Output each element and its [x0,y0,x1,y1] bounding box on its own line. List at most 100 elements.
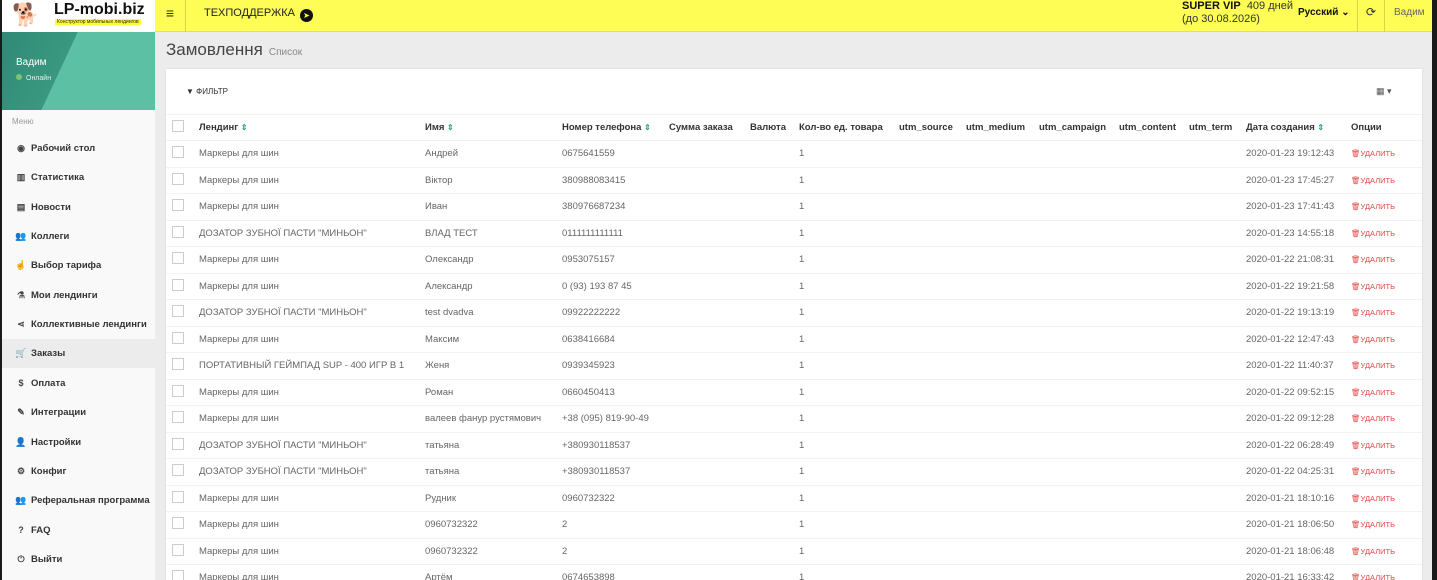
sidebar-item-10[interactable]: ✎ Интеграции [2,398,155,427]
delete-button[interactable]: 🗑УДАЛИТЬ [1351,361,1395,370]
delete-button[interactable]: 🗑УДАЛИТЬ [1351,414,1395,423]
table-cell [1189,246,1246,274]
column-header[interactable]: Имя ⇕ [425,114,562,141]
row-checkbox-cell [166,326,199,353]
delete-label: УДАЛИТЬ [1360,546,1396,556]
column-selector-button[interactable]: ▦ ▾ [1376,86,1392,96]
table-row: Маркеры для шин Роман 0660450413 1 2020-01-2… [166,379,1422,406]
row-checkbox[interactable] [172,570,184,580]
delete-button[interactable]: 🗑УДАЛИТЬ [1351,441,1395,450]
column-header[interactable]: Лендинг ⇕ [199,114,425,141]
delete-button[interactable]: 🗑УДАЛИТЬ [1351,149,1395,158]
page-title-text: Замовлення [166,40,263,59]
delete-button[interactable]: 🗑УДАЛИТЬ [1351,255,1395,264]
delete-button[interactable]: 🗑УДАЛИТЬ [1351,202,1395,211]
row-checkbox[interactable] [172,252,184,265]
sidebar-item-5[interactable]: ☝ Выбор тарифа [2,251,155,280]
row-checkbox[interactable] [172,199,184,212]
delete-button[interactable]: 🗑УДАЛИТЬ [1351,308,1395,317]
refresh-icon[interactable]: ⟳ [1357,0,1385,32]
sidebar-item-2[interactable]: ▥ Статистика [2,163,155,192]
delete-button[interactable]: 🗑УДАЛИТЬ [1351,335,1395,344]
row-checkbox[interactable] [172,437,184,450]
delete-button[interactable]: 🗑УДАЛИТЬ [1351,282,1395,291]
column-header-label: utm_term [1189,122,1233,133]
delete-label: УДАЛИТЬ [1360,493,1396,503]
table-cell [966,326,1039,353]
hamburger-menu-icon[interactable]: ≡ [155,0,186,32]
table-cell: 380988083415 [562,167,669,194]
delete-label: УДАЛИТЬ [1360,175,1396,185]
delete-button[interactable]: 🗑УДАЛИТЬ [1351,176,1395,185]
sidebar-item-4[interactable]: 👥 Коллеги [2,222,155,251]
language-dropdown[interactable]: Русский ⌄ [1298,7,1350,18]
column-header: Сумма заказа [669,114,750,141]
sidebar-item-15[interactable]: ⏻ Выйти [2,545,155,574]
user-menu[interactable]: Вадим [1394,7,1425,18]
delete-button[interactable]: 🗑УДАЛИТЬ [1351,229,1395,238]
select-all-checkbox[interactable] [172,120,184,132]
row-checkbox[interactable] [172,146,184,159]
row-checkbox[interactable] [172,305,184,318]
row-checkbox[interactable] [172,172,184,185]
column-header[interactable]: Номер телефона ⇕ [562,114,669,141]
row-checkbox-cell [166,167,199,194]
sidebar-item-3[interactable]: ▤ Новости [2,193,155,222]
table-cell [1119,167,1189,194]
filter-button[interactable]: ▼ ФИЛЬТР [186,87,228,96]
table-cell: 2020-01-22 21:08:31 [1246,246,1351,274]
support-link[interactable]: ТЕХПОДДЕРЖКА ➤ [204,7,314,22]
delete-button[interactable]: 🗑УДАЛИТЬ [1351,467,1395,476]
sidebar-item-8[interactable]: 🛒 Заказы [2,339,155,369]
row-checkbox[interactable] [172,278,184,291]
sidebar-item-11[interactable]: 👤 Настройки [2,428,155,457]
sidebar-item-6[interactable]: ⚗ Мои лендинги [2,281,155,310]
sidebar-item-9[interactable]: $ Оплата [2,369,155,398]
sidebar-item-14[interactable]: ? FAQ [2,516,155,545]
table-cell: 0660450413 [562,379,669,406]
sort-icon[interactable]: ⇕ [644,123,651,132]
table-cell [1189,379,1246,406]
table-cell [750,193,799,221]
row-checkbox[interactable] [172,411,184,424]
row-checkbox-cell [166,405,199,433]
row-checkbox[interactable] [172,331,184,344]
row-checkbox[interactable] [172,464,184,477]
delete-button[interactable]: 🗑УДАЛИТЬ [1351,573,1395,580]
column-header: utm_term [1189,114,1246,141]
row-checkbox[interactable] [172,384,184,397]
sidebar-item-12[interactable]: ⚙ Конфиг [2,457,155,486]
row-checkbox[interactable] [172,517,184,530]
delete-button[interactable]: 🗑УДАЛИТЬ [1351,388,1395,397]
sidebar-item-1[interactable]: ◉ Рабочий стол [2,134,155,163]
sidebar-item-13[interactable]: 👥 Реферальная программа [2,486,155,515]
options-cell: 🗑УДАЛИТЬ [1351,167,1422,194]
delete-button[interactable]: 🗑УДАЛИТЬ [1351,520,1395,529]
table-cell [1119,485,1189,512]
row-checkbox[interactable] [172,225,184,238]
delete-button[interactable]: 🗑УДАЛИТЬ [1351,494,1395,503]
sort-icon[interactable]: ⇕ [1317,123,1325,132]
table-cell [1119,564,1189,580]
logo[interactable]: 🐕 LP-mobi.biz Конструктор мобильных ленд… [2,0,155,32]
sort-icon[interactable]: ⇕ [240,123,248,132]
row-checkbox[interactable] [172,543,184,556]
column-header[interactable]: Дата создания ⇕ [1246,114,1351,141]
table-cell: ДОЗАТОР ЗУБНОЇ ПАСТИ "МИНЬОН" [199,458,425,486]
table-cell [1119,432,1189,459]
sidebar-item-7[interactable]: ⋖ Коллективные лендинги [2,310,155,339]
sort-icon[interactable]: ⇕ [447,123,454,132]
delete-label: УДАЛИТЬ [1360,228,1396,238]
row-checkbox[interactable] [172,358,184,371]
sidebar-item-label: Коллеги [31,231,70,243]
trash-icon: 🗑 [1351,175,1361,185]
row-checkbox[interactable] [172,490,184,503]
table-cell: 1 [799,511,899,539]
table-cell [966,299,1039,327]
table-cell: Маркеры для шин [199,193,425,221]
table-cell: 2020-01-23 19:12:43 [1246,140,1351,168]
table-cell [1189,326,1246,353]
table-cell [1119,246,1189,274]
delete-button[interactable]: 🗑УДАЛИТЬ [1351,547,1395,556]
